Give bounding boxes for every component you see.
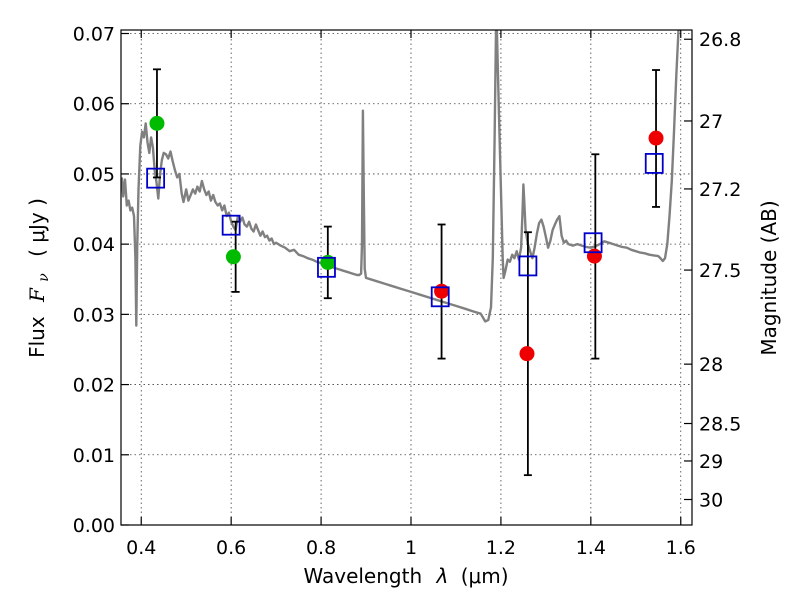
- y-axis-label-subscript: ν: [36, 273, 52, 282]
- x-tick-label: 1: [405, 537, 417, 559]
- model-spectrum-layer: [121, 30, 680, 327]
- x-tick-label: 1.2: [486, 537, 516, 559]
- detection-point: [149, 115, 165, 131]
- y-tick-label: 0.06: [73, 94, 115, 116]
- x-tick-labels: 0.4 0.6 0.8 1 1.2 1.4 1.6: [126, 537, 696, 559]
- y-tick-label: 0.07: [73, 24, 115, 46]
- y2-tick-label: 30: [699, 490, 723, 512]
- model-band-square: [518, 255, 538, 277]
- y2-tick-label: 28: [699, 354, 723, 376]
- x-axis-label-text: Wavelength: [303, 564, 422, 588]
- y-tick-label: 0.04: [73, 234, 115, 256]
- flux-point-red: [519, 346, 535, 362]
- y-tick-label: 0.02: [73, 375, 115, 397]
- y2-tick-label: 27: [699, 111, 723, 133]
- detection-point: [225, 249, 241, 265]
- model-band-square: [146, 167, 166, 189]
- errorbar-layer: [152, 68, 661, 477]
- flux-point-red: [586, 248, 602, 264]
- plot-frame: [120, 29, 693, 526]
- y2-tick-label: 29: [699, 451, 723, 473]
- y2-tick-label: 26.8: [699, 29, 741, 51]
- model-band-square: [430, 286, 450, 308]
- y-axis-label-unit: ( μJy ): [25, 198, 49, 257]
- y2-axis-label: Magnitude (AB): [757, 200, 781, 355]
- y-tick-label: 0.05: [73, 164, 115, 186]
- x-axis-label: Wavelength λ (μm): [303, 564, 508, 588]
- flux-point-red: [648, 130, 664, 146]
- grid: [121, 30, 692, 526]
- model-band-square: [317, 256, 336, 278]
- x-tick-label: 0.8: [306, 537, 336, 559]
- model-band-square: [583, 232, 603, 254]
- x-tick-label: 1.4: [576, 537, 606, 559]
- model-band-square: [644, 153, 664, 174]
- model-band-square: [221, 214, 241, 236]
- x-axis-label-symbol: λ: [436, 564, 449, 588]
- x-axis-label-unit: (μm): [461, 564, 509, 588]
- y2-tick-label: 27.5: [699, 260, 741, 282]
- y-tick-label: 0.01: [73, 445, 115, 467]
- marker-layer: [146, 115, 664, 362]
- tick-marks: [121, 30, 692, 526]
- y-axis-label-symbol: F: [25, 287, 49, 303]
- y-tick-label: 0.03: [73, 304, 115, 326]
- y-tick-label: 0.00: [73, 515, 115, 537]
- y2-tick-labels: 26.8 27 27.2 27.5 28 28.5 29 30: [699, 29, 741, 511]
- flux-point-red: [434, 283, 450, 299]
- y-tick-labels: 0.00 0.01 0.02 0.03 0.04 0.05 0.06 0.07: [73, 24, 115, 537]
- x-tick-label: 1.6: [666, 537, 696, 559]
- model-spectrum-line: [121, 30, 680, 327]
- y-axis-label: Flux F ν ( μJy ): [25, 198, 53, 358]
- x-tick-label: 0.4: [126, 537, 156, 559]
- y2-tick-label: 28.5: [699, 414, 741, 436]
- y-axis-label-text: Flux: [25, 316, 49, 358]
- x-tick-label: 0.6: [216, 537, 246, 559]
- y2-tick-label: 27.2: [699, 179, 741, 201]
